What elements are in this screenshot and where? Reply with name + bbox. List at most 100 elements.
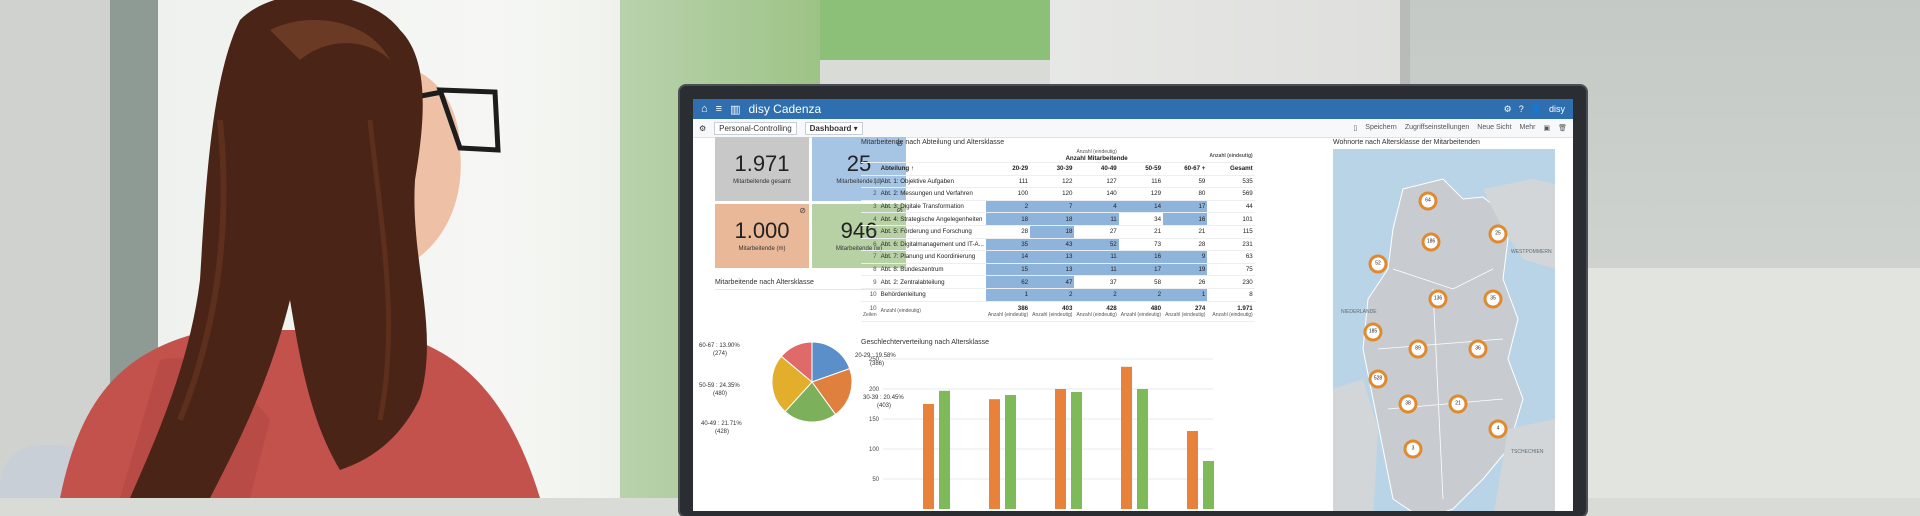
save-button[interactable]: Speichern [1365, 124, 1397, 131]
bar-m-50-59[interactable] [1121, 366, 1132, 509]
table-row[interactable]: 4 Abt. 4: Strategische Angelegenheiten 18 1… [861, 212, 1255, 226]
bar-m-20-29[interactable] [923, 404, 934, 509]
map-marker[interactable]: 185 [1363, 322, 1383, 342]
pie-slice-60-67[interactable] [780, 341, 813, 384]
help-icon[interactable]: ? [1518, 104, 1524, 114]
row-cell: 80 [1163, 187, 1208, 201]
row-index: 4 [861, 212, 879, 226]
sum-cell-sub: Anzahl (eindeutig) [1076, 311, 1117, 318]
link-icon[interactable]: ⊘ [799, 206, 806, 215]
map-label: NIEDERLANDE [1341, 309, 1377, 315]
map-marker[interactable]: 21 [1448, 394, 1468, 414]
sum-cell-sub: Anzahl (eindeutig) [1032, 311, 1073, 318]
map-title: Wohnorte nach Altersklasse der Mitarbeit… [1333, 139, 1480, 146]
dashboard-dropdown[interactable]: Dashboard ▾ [804, 121, 863, 135]
bar-w-20-29[interactable] [939, 390, 950, 509]
row-cell: 18 [985, 212, 1031, 226]
row-total: 8 [1207, 288, 1255, 302]
column-20-29[interactable]: 20-29 [985, 162, 1031, 176]
pie-label-30-39: 30-39 : 20.45% [863, 395, 904, 401]
delete-icon[interactable]: 🗑 [1558, 125, 1567, 132]
sum-total-cell: 1.971 Anzahl (eindeutig) [1207, 301, 1255, 322]
bar-m-40-49[interactable] [1055, 389, 1066, 509]
bar-chart[interactable]: 250 200 150 100 50 [861, 349, 1221, 511]
new-view-button[interactable]: Neue Sicht [1477, 124, 1512, 131]
map-marker[interactable]: 52 [1368, 254, 1388, 274]
map-marker[interactable]: 36 [1468, 339, 1488, 359]
row-cell: 37 [1074, 275, 1119, 289]
divider [715, 289, 901, 290]
settings-icon[interactable]: ⚙ [1503, 103, 1512, 114]
y-tick-label: 100 [869, 447, 880, 453]
table-row[interactable]: 10 Behördenleitung 1 2 2 2 1 8 [861, 288, 1255, 302]
user-label[interactable]: disy [1548, 104, 1565, 114]
residence-map[interactable]: NIEDERLANDE WESTPOMMERN TSCHECHIEN 64 18… [1333, 149, 1555, 511]
row-total: 63 [1207, 250, 1255, 264]
map-marker[interactable]: 64 [1418, 191, 1438, 211]
map-marker[interactable]: 25 [1488, 224, 1508, 244]
bar-m-60-67[interactable] [1187, 431, 1198, 509]
y-tick-label: 50 [872, 477, 879, 483]
table-row[interactable]: 9 Abt. 2: Zentralabteilung 62 47 37 58 26 230 [861, 275, 1255, 289]
column-40-49[interactable]: 40-49 [1074, 162, 1119, 176]
row-cell: 52 [1074, 238, 1119, 252]
sum-value: 274 [1195, 304, 1206, 312]
table-row[interactable]: 8 Abt. 8: Bundeszentrum 15 13 11 17 19 75 [861, 263, 1255, 277]
sum-value: 403 [1062, 304, 1073, 312]
sum-value: 480 [1150, 304, 1162, 312]
bar-m-30-39[interactable] [989, 399, 1000, 509]
screen: ⌂ ≡ ▥ disy Cadenza ⚙ ? 👤 disy ⚙ Personal… [693, 99, 1573, 511]
kpi-total[interactable]: 1.971 Mitarbeitende gesamt [715, 137, 809, 201]
column-30-39[interactable]: 30-39 [1030, 162, 1075, 176]
pie-chart[interactable]: 60-67 : 13.90% (274) 20-29 : 19.58% (386… [695, 327, 927, 437]
table-row[interactable]: 5 Abt. 5: Förderung und Forschung 28 18 27 21… [861, 225, 1255, 239]
row-total: 569 [1207, 187, 1255, 201]
pie-label-60-67: 60-67 : 13.90% [699, 343, 740, 349]
access-settings-button[interactable]: Zugriffseinstellungen [1404, 124, 1470, 131]
sum-total-sub: Anzahl (eindeutig) [1212, 311, 1253, 318]
map-marker[interactable]: 4 [1488, 419, 1508, 439]
settings-gear-icon[interactable]: ⚙ [699, 123, 707, 133]
table-row[interactable]: 7 Abt. 7: Planung und Koordinierung 14 13 11… [861, 250, 1255, 264]
kpi-label: Mitarbeitende (m) [738, 246, 786, 252]
bar-w-30-39[interactable] [1005, 395, 1016, 509]
bar-w-60-67[interactable] [1203, 461, 1214, 509]
map-marker[interactable]: 528 [1368, 369, 1388, 389]
map-icon[interactable]: ▥ [730, 103, 741, 116]
map-marker[interactable]: 35 [1483, 289, 1503, 309]
row-cell: 17 [1118, 263, 1164, 277]
row-index: 10 [861, 288, 879, 302]
more-button[interactable]: Mehr [1519, 124, 1536, 131]
sum-value: 386 [1017, 304, 1029, 312]
map-marker[interactable]: 38 [1398, 394, 1418, 414]
map-marker[interactable]: 3 [1403, 439, 1423, 459]
pie-slice-40-49[interactable] [784, 381, 837, 423]
pie-slice-30-39[interactable] [811, 368, 853, 416]
pie-slice-20-29[interactable] [811, 341, 851, 383]
map-marker[interactable]: 89 [1408, 339, 1428, 359]
user-icon[interactable]: 👤 [1530, 103, 1542, 114]
table-row[interactable]: 6 Abt. 6: Digitalmanagement und IT-A... 35… [861, 238, 1255, 252]
bar-w-40-49[interactable] [1071, 392, 1082, 509]
home-icon[interactable]: ⌂ [701, 103, 708, 115]
table-row[interactable]: 3 Abt. 3: Digitale Transformation 2 7 4 14 17 4… [861, 200, 1255, 214]
map-marker[interactable]: 136 [1428, 289, 1448, 309]
tab-personal-controlling[interactable]: Personal-Controlling [714, 121, 797, 135]
table-row[interactable]: 2 Abt. 2: Messungen und Verfahren 100 120 14… [861, 187, 1255, 201]
bookmark-icon[interactable]: ▯ [1353, 125, 1358, 132]
pie-slice-50-59[interactable] [771, 355, 813, 413]
column-abteilung[interactable]: Abteilung ↑ [878, 162, 986, 176]
link-icon[interactable]: ⊘ [896, 139, 903, 148]
column-gesamt[interactable]: Gesamt [1207, 162, 1255, 176]
sum-cell: 428 Anzahl (eindeutig) [1074, 301, 1119, 322]
kpi-male[interactable]: ⊘ 1.000 Mitarbeitende (m) [715, 204, 809, 268]
bar-w-50-59[interactable] [1137, 389, 1148, 509]
sum-cell: 386 Anzahl (eindeutig) [985, 301, 1031, 322]
map-marker[interactable]: 186 [1421, 232, 1441, 252]
column-60-67[interactable]: 60-67 + [1163, 162, 1208, 176]
column-50-59[interactable]: 50-59 [1118, 162, 1164, 176]
row-cell: 2 [985, 200, 1031, 214]
table-row[interactable]: 1 Abt. 1: Objektive Aufgaben 111 122 127 116 5… [861, 175, 1255, 189]
menu-icon[interactable]: ≡ [715, 103, 723, 115]
export-icon[interactable]: ▣ [1543, 125, 1551, 132]
